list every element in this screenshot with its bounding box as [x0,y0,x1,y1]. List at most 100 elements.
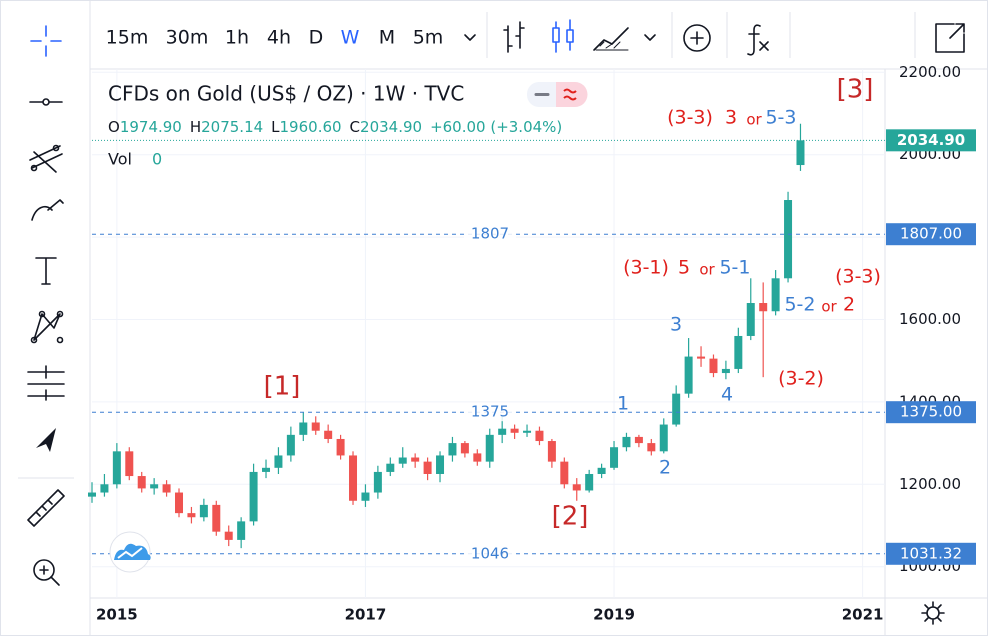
price-badge [886,542,976,565]
chart-type-menu[interactable] [644,34,656,41]
pattern-tool[interactable] [30,310,64,344]
candle-body [324,430,333,439]
price-line-text: 1046 [471,544,509,562]
price-line-text: 1375 [471,403,509,421]
candle-body [349,455,358,501]
zoom-tool[interactable] [33,559,60,586]
candle-body [224,531,233,540]
wave-label: 5-2 [784,294,815,316]
y-tick-label: 2200.00 [899,63,961,81]
candle-body [150,484,159,489]
y-tick-label: 1200.00 [899,475,961,493]
candle-body [137,476,146,489]
settings[interactable] [921,601,945,625]
crosshair-tool[interactable] [30,25,62,57]
candle-body [411,457,420,462]
snapshot[interactable] [935,23,965,53]
interval-group: 15m 30m 1h 4h D W M 5m [106,27,444,49]
candle-body [448,443,457,456]
candle-body [771,278,780,312]
candle-body [398,457,407,464]
bar-style[interactable] [503,21,525,53]
ohlc-label: O [108,118,120,136]
candle-body [423,461,432,474]
interval-button[interactable]: 30m [166,27,209,49]
candle-body [697,356,706,359]
wave-label: [3] [837,75,874,105]
candle-body [572,484,581,491]
candle-body [547,441,556,462]
candle-body [597,467,606,474]
interval-button[interactable]: W [341,27,360,49]
candle-body [734,335,743,369]
wave-label: (3-2) [778,368,824,390]
candle-body [523,430,532,433]
candle-style[interactable] [552,19,574,53]
wave-label: 5-1 [719,257,750,279]
interval-button[interactable]: 4h [267,27,291,49]
brush-tool[interactable] [31,199,64,221]
candle-body [796,140,805,166]
candle-body [709,358,718,374]
price-change: +60.00 (+3.04%) [430,118,562,136]
indicators[interactable] [683,24,711,52]
price-badge-label: 1807.00 [900,225,962,243]
ohlc-value: 2075.14 [201,118,263,136]
candle-body [721,368,730,374]
cursor-tool[interactable] [36,428,56,452]
wave-label: 2 [843,294,855,316]
pitchfork-tool[interactable] [29,144,63,173]
top-toolbar: 15m 30m 1h 4h D W M 5m [90,12,988,70]
candle-body [311,422,320,431]
x-tick-label: 2019 [593,606,635,624]
candle-body [436,455,445,474]
fx-button[interactable] [747,24,769,56]
prediction-tool[interactable] [27,365,65,401]
text-tool[interactable] [35,257,57,285]
line-tool[interactable] [29,98,63,106]
wave-label: (3-3) [835,266,881,288]
candle-body [212,504,221,532]
ohlc-value: 2034.90 [360,118,422,136]
candle-body [784,200,793,279]
candle-body [634,436,643,444]
tv-logo [109,531,151,573]
candle-body [299,422,308,435]
wave-label: 2 [659,457,671,479]
ruler-tool[interactable] [27,489,65,527]
candle-body [386,463,395,472]
candle-body [286,434,295,456]
price-line-text-bg [464,225,516,244]
price-line-text-bg [464,403,516,422]
candle-body [175,492,184,514]
interval-button[interactable]: D [309,27,324,49]
candle-body [373,471,382,493]
legend-toggle[interactable] [527,82,588,107]
interval-button[interactable]: M [379,27,395,49]
price-line-text-bg [464,544,516,563]
candle-body [759,303,768,312]
wave-label: 1 [617,393,629,415]
volume-value: 0 [152,150,162,169]
interval-menu[interactable] [464,34,476,41]
interval-button[interactable]: 5m [413,27,444,49]
wave-label: 3 [725,107,737,129]
candle-body [473,453,482,462]
ohlc-label: H [190,118,201,136]
wave-label: or [699,261,715,279]
interval-button[interactable]: 1h [225,27,249,49]
price-badge [886,401,976,424]
candle-body [647,443,656,452]
ohlc-value: 1960.60 [280,118,342,136]
candle-body [100,484,109,493]
candle-body [336,438,345,456]
candle-body [610,447,619,468]
volume-label: Vol [108,150,132,169]
interval-button[interactable]: 15m [106,27,149,49]
area-style[interactable] [593,27,629,51]
wave-label: or [746,111,762,129]
ohlc-value: 1974.90 [120,118,182,136]
